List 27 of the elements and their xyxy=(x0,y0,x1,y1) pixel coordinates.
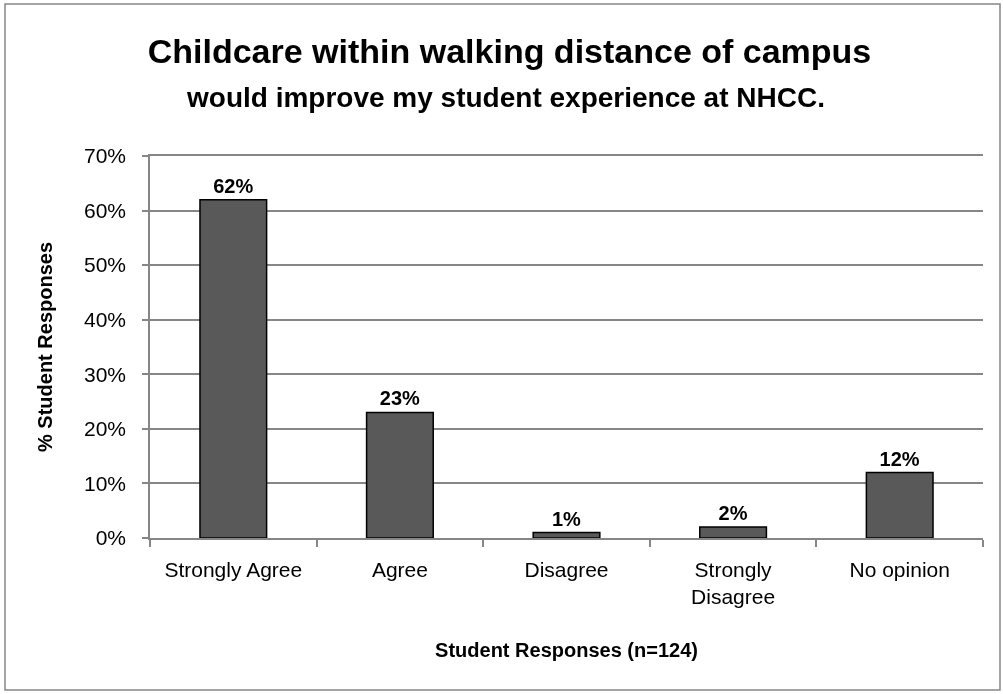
bar xyxy=(699,526,768,538)
x-axis-title: Student Responses (n=124) xyxy=(435,639,698,662)
y-tick-label: 60% xyxy=(84,198,127,222)
x-tick-label: Strongly Disagree xyxy=(691,557,776,609)
data-label: 1% xyxy=(551,507,582,530)
bar xyxy=(365,411,434,538)
chart-subtitle: would improve my student experience at NHCC. xyxy=(186,82,825,113)
bar xyxy=(532,531,601,538)
bar xyxy=(199,198,268,538)
x-tick-label: Agree xyxy=(371,557,428,581)
data-label: 12% xyxy=(879,447,920,470)
y-tick-label: 10% xyxy=(84,471,127,495)
x-tick-label: No opinion xyxy=(849,557,950,581)
x-tick-label: Strongly Agree xyxy=(164,557,303,581)
y-tick-label: 0% xyxy=(95,526,127,550)
data-label: 2% xyxy=(718,502,748,525)
y-tick-label: 20% xyxy=(84,417,127,441)
chart-title: Childcare within walking distance of campus xyxy=(147,31,872,70)
y-axis-title: % Student Responses xyxy=(34,241,57,453)
x-tick-label: Disagree xyxy=(524,557,609,581)
data-label: 62% xyxy=(213,174,254,197)
bar xyxy=(865,471,934,538)
data-label: 23% xyxy=(379,387,421,410)
y-tick-label: 70% xyxy=(84,144,127,168)
y-tick-label: 40% xyxy=(84,308,127,332)
y-tick-label: 50% xyxy=(84,253,127,277)
y-tick-label: 30% xyxy=(84,362,127,386)
